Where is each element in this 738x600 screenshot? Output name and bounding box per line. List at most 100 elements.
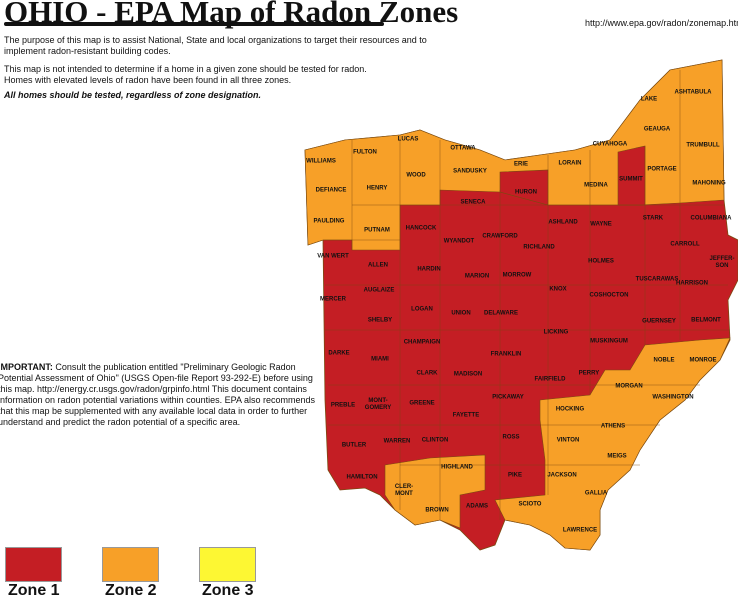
county-label-ottawa: OTTAWA xyxy=(450,145,476,152)
southwest-zone2-region xyxy=(384,454,486,529)
county-label-sandusky: SANDUSKY xyxy=(453,168,487,175)
county-label-lucas: LUCAS xyxy=(397,136,419,143)
county-label-ashtabula: ASHTABULA xyxy=(674,89,712,96)
county-label-seneca: SENECA xyxy=(460,199,486,206)
county-label-wood: WOOD xyxy=(406,172,426,179)
county-label-muskingum: MUSKINGUM xyxy=(590,338,628,345)
zone3-swatch xyxy=(199,547,256,582)
county-label-williams: WILLIAMS xyxy=(306,158,336,165)
county-label-fulton: FULTON xyxy=(353,149,377,156)
county-label-monroe: MONROE xyxy=(689,357,717,364)
county-label-ross: ROSS xyxy=(502,434,520,441)
southeast-zone2-region xyxy=(494,337,731,551)
county-label-auglaize: AUGLAIZE xyxy=(363,287,395,294)
county-label-clinton: CLINTON xyxy=(421,437,449,444)
zone2-swatch xyxy=(102,547,159,582)
county-label-jackson: JACKSON xyxy=(547,472,577,479)
county-label-franklin: FRANKLIN xyxy=(490,351,522,358)
county-label-madison: MADISON xyxy=(453,371,483,378)
county-label-shelby: SHELBY xyxy=(367,317,393,324)
source-url[interactable]: http://www.epa.gov/radon/zonemap.htm xyxy=(585,18,738,28)
county-label-lawrence: LAWRENCE xyxy=(562,527,598,534)
county-label-vanwert: VAN WERT xyxy=(317,253,349,260)
county-label-fairfield: FAIRFIELD xyxy=(534,376,566,383)
county-label-medina: MEDINA xyxy=(584,182,608,189)
county-label-wayne: WAYNE xyxy=(590,221,612,228)
purpose-text: The purpose of this map is to assist Nat… xyxy=(4,35,427,56)
county-label-stark: STARK xyxy=(642,215,664,222)
county-label-summit: SUMMIT xyxy=(619,176,643,183)
county-label-adams: ADAMS xyxy=(466,503,488,510)
county-label-licking: LICKING xyxy=(543,329,569,336)
county-label-paulding: PAULDING xyxy=(313,218,345,225)
county-label-ashland: ASHLAND xyxy=(548,219,578,226)
county-label-vinton: VINTON xyxy=(556,437,580,444)
county-label-lake: LAKE xyxy=(640,96,658,103)
county-label-belmont: BELMONT xyxy=(691,317,721,324)
county-label-pike: PIKE xyxy=(507,472,523,479)
county-label-miami: MIAMI xyxy=(371,356,389,363)
county-label-huron: HURON xyxy=(515,189,537,196)
county-label-trumbull: TRUMBULL xyxy=(686,142,720,149)
elevated-text: Homes with elevated levels of radon have… xyxy=(4,75,292,85)
county-label-knox: KNOX xyxy=(549,286,567,293)
county-label-preble: PREBLE xyxy=(330,402,356,409)
county-label-highland: HIGHLAND xyxy=(441,464,473,471)
county-label-champaign: CHAMPAIGN xyxy=(403,339,441,346)
county-label-gallia: GALLIA xyxy=(584,490,608,497)
county-label-pickaway: PICKAWAY xyxy=(492,394,524,401)
county-label-crawford: CRAWFORD xyxy=(482,233,518,240)
county-label-allen: ALLEN xyxy=(368,262,388,269)
county-label-fayette: FAYETTE xyxy=(452,412,480,419)
county-label-butler: BUTLER xyxy=(341,442,367,449)
county-label-darke: DARKE xyxy=(328,350,350,357)
county-label-meigs: MEIGS xyxy=(607,453,627,460)
not-intended-text: This map is not intended to determine if… xyxy=(4,64,367,74)
important-note: IMPORTANT: Consult the publication entit… xyxy=(0,362,318,428)
county-label-harrison: HARRISON xyxy=(675,280,709,287)
county-label-morgan: MORGAN xyxy=(615,383,643,390)
county-label-mercer: MERCER xyxy=(319,296,347,303)
county-label-union: UNION xyxy=(451,310,471,317)
county-label-hardin: HARDIN xyxy=(417,266,441,273)
county-label-guernsey: GUERNSEY xyxy=(642,318,676,325)
county-label-defiance: DEFIANCE xyxy=(315,187,347,194)
county-label-athens: ATHENS xyxy=(600,423,626,430)
county-label-putnam: PUTNAM xyxy=(364,227,390,234)
county-label-warren: WARREN xyxy=(383,438,411,445)
county-label-greene: GREENE xyxy=(409,400,435,407)
county-label-columbiana: COLUMBIANA xyxy=(690,215,732,222)
county-label-hamilton: HAMILTON xyxy=(346,474,378,481)
county-label-lorain: LORAIN xyxy=(558,160,582,167)
zone1-label: Zone 1 xyxy=(8,582,60,599)
county-label-noble: NOBLE xyxy=(653,357,675,364)
county-label-hocking: HOCKING xyxy=(555,406,585,413)
county-label-erie: ERIE xyxy=(513,161,529,168)
county-label-scioto: SCIOTO xyxy=(518,501,542,508)
zone2-label: Zone 2 xyxy=(105,582,157,599)
county-label-hancock: HANCOCK xyxy=(405,225,437,232)
county-label-delaware: DELAWARE xyxy=(483,310,519,317)
county-label-clark: CLARK xyxy=(416,370,438,377)
county-label-cuyahoga: CUYAHOGA xyxy=(592,141,628,148)
county-label-marion: MARION xyxy=(464,273,490,280)
county-label-washington: WASHINGTON xyxy=(652,394,694,401)
important-label: IMPORTANT: xyxy=(0,362,53,372)
county-label-geauga: GEAUGA xyxy=(643,126,671,133)
county-label-tuscarawas: TUSCARAWAS xyxy=(635,276,679,283)
county-label-richland: RICHLAND xyxy=(523,244,555,251)
county-label-perry: PERRY xyxy=(578,370,600,377)
zone1-swatch xyxy=(5,547,62,582)
county-label-morrow: MORROW xyxy=(502,272,532,279)
county-label-wyandot: WYANDOT xyxy=(443,238,475,245)
county-label-clermont: CLER- MONT xyxy=(394,484,414,497)
emphasis-text: All homes should be tested, regardless o… xyxy=(4,90,262,100)
zone3-label: Zone 3 xyxy=(202,582,254,599)
county-label-brown: BROWN xyxy=(425,507,449,514)
title-underline xyxy=(4,22,384,26)
county-label-jefferson: JEFFER- SON xyxy=(709,256,735,269)
county-label-carroll: CARROLL xyxy=(670,241,700,248)
county-label-henry: HENRY xyxy=(366,185,388,192)
county-label-montgomery: MONT- GOMERY xyxy=(364,398,392,411)
